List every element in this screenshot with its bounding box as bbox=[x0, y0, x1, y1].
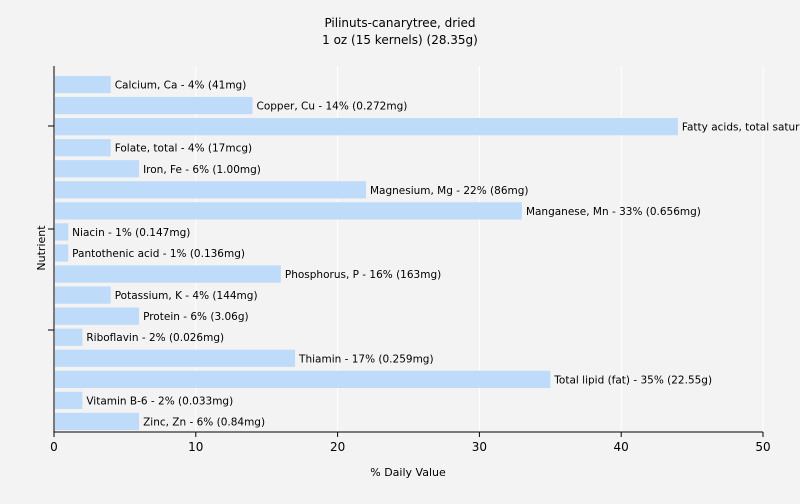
bar-9 bbox=[55, 265, 281, 283]
bar-5 bbox=[55, 181, 366, 199]
bar-10 bbox=[55, 286, 111, 304]
bar-2 bbox=[55, 118, 678, 136]
bar-label-13: Thiamin - 17% (0.259mg) bbox=[298, 353, 434, 365]
bar-14 bbox=[55, 370, 551, 388]
x-tick-label-3: 30 bbox=[472, 440, 487, 454]
x-tick-label-2: 20 bbox=[330, 440, 345, 454]
axes bbox=[48, 66, 763, 433]
x-tick-label-1: 10 bbox=[188, 440, 203, 454]
bar-label-16: Zinc, Zn - 6% (0.84mg) bbox=[143, 416, 265, 428]
bar-label-0: Calcium, Ca - 4% (41mg) bbox=[115, 80, 247, 92]
bar-label-7: Niacin - 1% (0.147mg) bbox=[72, 227, 190, 239]
bar-label-11: Protein - 6% (3.06g) bbox=[143, 311, 249, 323]
bar-label-4: Iron, Fe - 6% (1.00mg) bbox=[143, 164, 261, 176]
bar-label-2: Fatty acids, total saturated - 44% (8.84… bbox=[682, 122, 800, 134]
bar-0 bbox=[55, 75, 111, 94]
bar-1 bbox=[55, 96, 253, 115]
chart-subtitle: 1 oz (15 kernels) (28.35g) bbox=[322, 33, 478, 47]
x-axis-label: % Daily Value bbox=[370, 466, 446, 479]
bar-6 bbox=[55, 202, 522, 220]
bar-label-1: Copper, Cu - 14% (0.272mg) bbox=[257, 101, 408, 113]
bar-3 bbox=[55, 139, 111, 157]
bar-label-5: Magnesium, Mg - 22% (86mg) bbox=[370, 185, 529, 197]
bar-label-14: Total lipid (fat) - 35% (22.55g) bbox=[553, 374, 712, 386]
bar-8 bbox=[55, 244, 69, 262]
bar-label-12: Riboflavin - 2% (0.026mg) bbox=[86, 332, 224, 344]
bar-4 bbox=[55, 160, 140, 178]
bar-15 bbox=[55, 391, 83, 410]
bar-label-9: Phosphorus, P - 16% (163mg) bbox=[285, 269, 441, 281]
bar-11 bbox=[55, 307, 140, 325]
bar-13 bbox=[55, 349, 296, 367]
bar-16 bbox=[55, 412, 140, 431]
bar-label-6: Manganese, Mn - 33% (0.656mg) bbox=[526, 206, 701, 218]
x-tick-label-4: 40 bbox=[614, 440, 629, 454]
bars bbox=[55, 75, 678, 431]
bar-label-8: Pantothenic acid - 1% (0.136mg) bbox=[72, 248, 245, 260]
x-tick-label-0: 0 bbox=[50, 440, 58, 454]
bar-label-10: Potassium, K - 4% (144mg) bbox=[115, 290, 258, 302]
x-axis-ticks: 0 10 20 30 40 50 bbox=[50, 432, 771, 454]
bar-label-3: Folate, total - 4% (17mcg) bbox=[115, 143, 252, 155]
y-axis-label: Nutrient bbox=[35, 225, 48, 271]
bar-7 bbox=[55, 223, 69, 241]
bar-label-15: Vitamin B-6 - 2% (0.033mg) bbox=[86, 395, 233, 407]
bar-labels: Calcium, Ca - 4% (41mg) Copper, Cu - 14% … bbox=[72, 80, 800, 429]
x-tick-label-5: 50 bbox=[755, 440, 770, 454]
chart-title: Pilinuts-canarytree, dried bbox=[324, 16, 475, 30]
bar-12 bbox=[55, 328, 83, 346]
